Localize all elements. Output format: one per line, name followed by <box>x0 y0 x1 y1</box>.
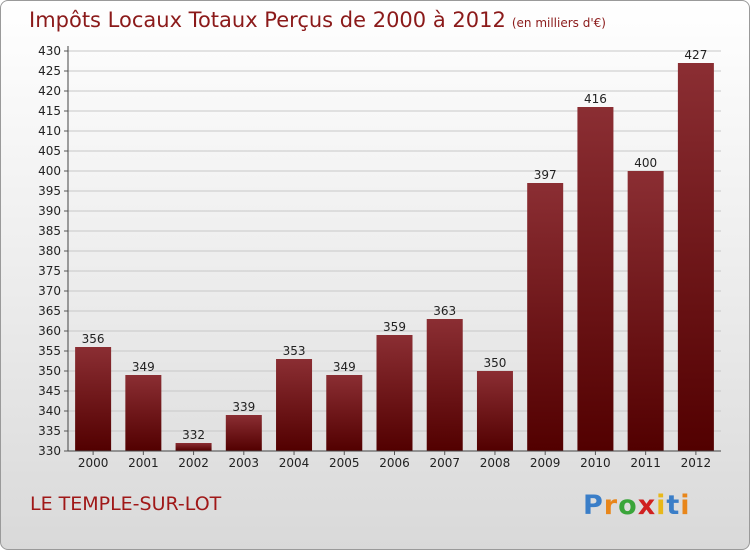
logo-letter: i <box>680 490 691 521</box>
y-tick-label: 410 <box>38 124 61 138</box>
bar-2011 <box>627 171 664 451</box>
x-tick-label: 2010 <box>580 456 611 470</box>
y-tick-label: 415 <box>38 104 61 118</box>
y-tick-label: 330 <box>38 444 61 458</box>
y-tick-label: 395 <box>38 184 61 198</box>
value-label: 427 <box>684 48 707 62</box>
value-label: 332 <box>182 428 205 442</box>
y-tick-label: 340 <box>38 404 61 418</box>
x-tick-label: 2005 <box>329 456 360 470</box>
logo-letter: P <box>583 490 604 521</box>
logo-letter: r <box>603 490 619 521</box>
commune-name: LE TEMPLE-SUR-LOT <box>30 493 222 515</box>
bar-2007 <box>426 319 463 451</box>
bar-2010 <box>577 107 614 451</box>
bar-2006 <box>376 335 413 451</box>
chart-title-text: Impôts Locaux Totaux Perçus de 2000 à 20… <box>29 8 506 32</box>
chart-subtitle: (en milliers d'€) <box>511 16 606 30</box>
bar-2004 <box>276 359 313 451</box>
x-tick-label: 2001 <box>128 456 159 470</box>
y-tick-label: 345 <box>38 384 61 398</box>
bar-2005 <box>326 375 363 451</box>
x-tick-label: 2008 <box>480 456 511 470</box>
x-tick-label: 2012 <box>681 456 712 470</box>
value-label: 350 <box>484 356 507 370</box>
logo-letter: t <box>666 490 681 521</box>
y-tick-label: 390 <box>38 204 61 218</box>
bar-2008 <box>476 371 513 451</box>
x-tick-label: 2006 <box>379 456 410 470</box>
logo-letter: o <box>618 490 638 521</box>
y-tick-label: 385 <box>38 224 61 238</box>
bar-2009 <box>527 183 564 451</box>
value-label: 339 <box>232 400 255 414</box>
x-tick-label: 2003 <box>229 456 260 470</box>
proxiti-logo: Proxiti <box>583 490 691 521</box>
y-tick-label: 400 <box>38 164 61 178</box>
y-tick-label: 335 <box>38 424 61 438</box>
value-label: 363 <box>433 304 456 318</box>
y-tick-label: 365 <box>38 304 61 318</box>
y-tick-label: 430 <box>38 44 61 58</box>
x-tick-labels: 2000 2001 2002 2003 2004 2005 2006 2007 2008 2009… <box>78 456 711 470</box>
logo-letter: x <box>637 490 657 521</box>
y-tick-label: 355 <box>38 344 61 358</box>
bar-2001 <box>125 375 162 451</box>
bar-2002 <box>175 443 212 451</box>
value-label: 349 <box>132 360 155 374</box>
value-label: 359 <box>383 320 406 334</box>
x-tick-label: 2011 <box>630 456 661 470</box>
value-label: 349 <box>333 360 356 374</box>
y-tick-label: 375 <box>38 264 61 278</box>
bar-2012 <box>677 63 714 451</box>
value-label: 356 <box>82 332 105 346</box>
x-tick-label: 2007 <box>429 456 460 470</box>
y-tick-label: 425 <box>38 64 61 78</box>
axes <box>67 46 721 455</box>
value-label: 353 <box>283 344 306 358</box>
bar-2003 <box>225 415 262 451</box>
chart-title: Impôts Locaux Totaux Perçus de 2000 à 20… <box>29 8 606 32</box>
y-tick-label: 370 <box>38 284 61 298</box>
logo-letter: i <box>656 490 667 521</box>
value-labels: 356 349 332 339 353 349 359 363 350 397 416 400 427 <box>82 48 708 442</box>
value-label: 416 <box>584 92 607 106</box>
x-tick-label: 2002 <box>178 456 209 470</box>
bars <box>75 63 714 451</box>
value-label: 400 <box>634 156 657 170</box>
y-tick-label: 350 <box>38 364 61 378</box>
y-tick-label: 360 <box>38 324 61 338</box>
bar-2000 <box>75 347 112 451</box>
x-tick-label: 2000 <box>78 456 109 470</box>
y-tick-label: 420 <box>38 84 61 98</box>
x-tick-label: 2009 <box>530 456 561 470</box>
y-tick-label: 405 <box>38 144 61 158</box>
x-tick-label: 2004 <box>279 456 310 470</box>
value-label: 397 <box>534 168 557 182</box>
y-tick-labels: 330 335 340 345 350 355 360 365 370 375 380 385 390 3… <box>38 44 61 458</box>
y-tick-label: 380 <box>38 244 61 258</box>
